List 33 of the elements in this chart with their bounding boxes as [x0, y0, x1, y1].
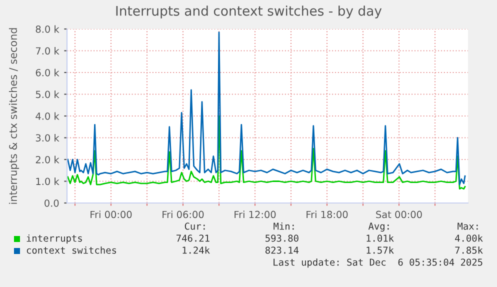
- text: Last update: Sat Dec 6 05:35:04 2025: [274, 258, 482, 268]
- line-series: [67, 115, 466, 190]
- x-tick-label: Fri 12:00: [234, 210, 276, 218]
- y-tick-label: 2.0 k: [36, 156, 60, 164]
- y-axis-title: interrupts & ctx switches / second: [8, 28, 20, 204]
- y-tick-label: 8.0 k: [36, 25, 60, 33]
- text: 1.57k: [366, 246, 394, 254]
- text: 746.21: [176, 234, 210, 242]
- text: 1.01k: [366, 234, 394, 242]
- text: 4.00k: [455, 234, 483, 242]
- text: Min:: [274, 222, 294, 230]
- line-series: [67, 32, 466, 186]
- text: Max:: [458, 222, 478, 230]
- text: 593.80: [266, 234, 298, 242]
- y-tick-label: 3.0 k: [36, 134, 60, 142]
- x-tick-label: Sat 00:00: [376, 210, 422, 218]
- text: 823.14: [265, 246, 299, 254]
- legend-label: interrupts: [26, 234, 82, 244]
- x-tick-label: Fri 06:00: [162, 210, 204, 218]
- y-tick-label: 5.0 k: [36, 90, 60, 98]
- y-tick-label: 1.0 k: [36, 178, 60, 186]
- x-tick-label: Fri 18:00: [306, 210, 348, 218]
- text: Cur:: [184, 222, 205, 230]
- text: 1.24k: [182, 246, 210, 254]
- y-tick-label: 6.0 k: [36, 68, 60, 76]
- y-tick-label: 4.0 k: [36, 112, 60, 120]
- chart-title: Interrupts and context switches - by day: [116, 6, 382, 18]
- text: 7.85k: [455, 246, 483, 254]
- legend-label: context switches: [26, 246, 116, 254]
- y-tick-label: 7.0 k: [36, 47, 60, 55]
- text: Avg:: [368, 222, 389, 232]
- x-tick-label: Fri 00:00: [90, 210, 132, 218]
- y-tick-label: 0.0: [44, 199, 59, 207]
